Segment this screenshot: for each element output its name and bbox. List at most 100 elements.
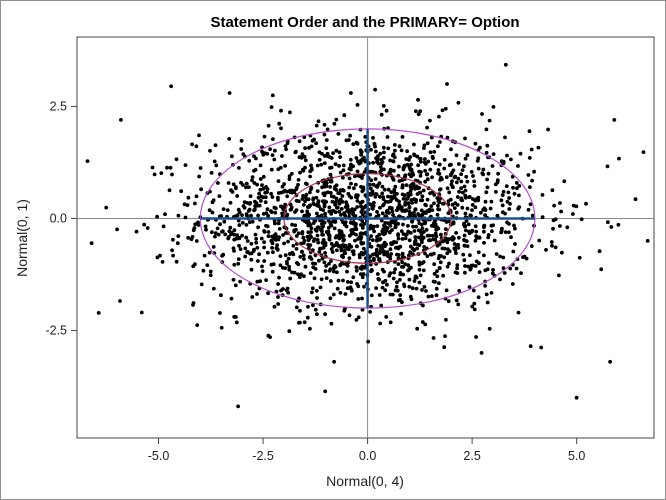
data-point: [436, 203, 440, 208]
data-point: [425, 254, 430, 258]
data-point: [229, 188, 233, 193]
data-point: [463, 188, 468, 193]
data-point: [282, 182, 286, 186]
data-point: [467, 231, 472, 236]
data-point: [456, 176, 461, 181]
data-point: [349, 181, 353, 186]
data-point: [290, 250, 295, 255]
data-point: [339, 248, 344, 253]
data-point: [530, 213, 535, 218]
data-point: [460, 190, 465, 195]
data-point: [233, 283, 238, 288]
data-point: [183, 163, 188, 168]
data-point: [445, 240, 450, 245]
data-point: [300, 152, 305, 157]
data-point: [427, 207, 432, 212]
data-point: [283, 253, 288, 258]
data-point: [388, 320, 393, 325]
data-point: [391, 276, 396, 281]
data-point: [436, 144, 440, 149]
data-point: [421, 303, 425, 308]
data-point: [349, 244, 354, 249]
data-point: [507, 207, 512, 211]
data-point: [325, 127, 330, 132]
data-point: [464, 228, 468, 233]
data-point: [337, 232, 342, 236]
data-point: [406, 263, 411, 268]
data-point: [193, 222, 198, 227]
data-point: [298, 308, 302, 313]
data-point: [270, 195, 275, 199]
data-point: [369, 268, 374, 272]
data-point: [247, 207, 252, 212]
data-point: [197, 133, 201, 138]
data-point: [335, 270, 339, 275]
data-point: [287, 264, 291, 269]
data-point: [463, 264, 467, 268]
data-point: [345, 269, 349, 274]
data-point: [424, 203, 428, 208]
data-point: [485, 143, 490, 148]
data-point: [174, 259, 179, 264]
data-point: [460, 205, 465, 210]
data-point: [321, 238, 326, 243]
data-point: [285, 189, 289, 194]
data-point: [327, 205, 332, 210]
data-point: [355, 141, 360, 146]
data-point: [262, 134, 267, 139]
data-point: [466, 264, 470, 269]
data-point: [463, 136, 467, 141]
data-point: [491, 105, 496, 109]
data-point: [477, 270, 482, 274]
data-point: [346, 207, 350, 212]
data-point: [328, 166, 332, 170]
data-point: [359, 240, 364, 245]
data-point: [483, 199, 488, 204]
x-tick-label: 5.0: [568, 449, 585, 463]
data-point: [432, 251, 436, 256]
data-point: [260, 269, 265, 273]
data-point: [284, 288, 289, 293]
data-point: [271, 262, 276, 267]
data-point: [368, 254, 373, 259]
data-point: [517, 184, 522, 188]
data-point: [437, 162, 442, 167]
data-point: [361, 246, 366, 251]
data-point: [348, 133, 352, 138]
data-point: [355, 205, 360, 209]
data-point: [465, 206, 470, 211]
data-point: [204, 227, 208, 232]
data-point: [342, 113, 347, 118]
data-point: [375, 272, 380, 276]
data-point: [443, 106, 448, 111]
data-point: [381, 155, 386, 160]
data-point: [509, 157, 513, 162]
data-point: [453, 174, 458, 179]
data-point: [198, 166, 203, 170]
data-point: [474, 229, 479, 234]
data-point: [366, 339, 371, 344]
data-point: [350, 228, 355, 232]
data-point: [428, 238, 433, 243]
data-point: [194, 239, 199, 243]
data-point: [489, 223, 494, 228]
data-point: [294, 234, 299, 238]
data-point: [462, 258, 467, 263]
data-point: [400, 192, 405, 197]
data-point: [272, 157, 277, 162]
data-point: [270, 93, 275, 98]
data-point: [331, 151, 335, 156]
data-point: [239, 138, 244, 143]
data-point: [290, 270, 294, 275]
data-point: [349, 91, 353, 95]
data-point: [361, 272, 366, 276]
data-point: [512, 191, 517, 196]
data-point: [487, 326, 492, 331]
data-point: [468, 267, 473, 272]
data-point: [139, 310, 144, 315]
data-point: [290, 222, 294, 227]
data-point: [305, 315, 310, 320]
data-point: [323, 269, 328, 273]
data-point: [257, 191, 262, 196]
data-point: [426, 159, 431, 164]
